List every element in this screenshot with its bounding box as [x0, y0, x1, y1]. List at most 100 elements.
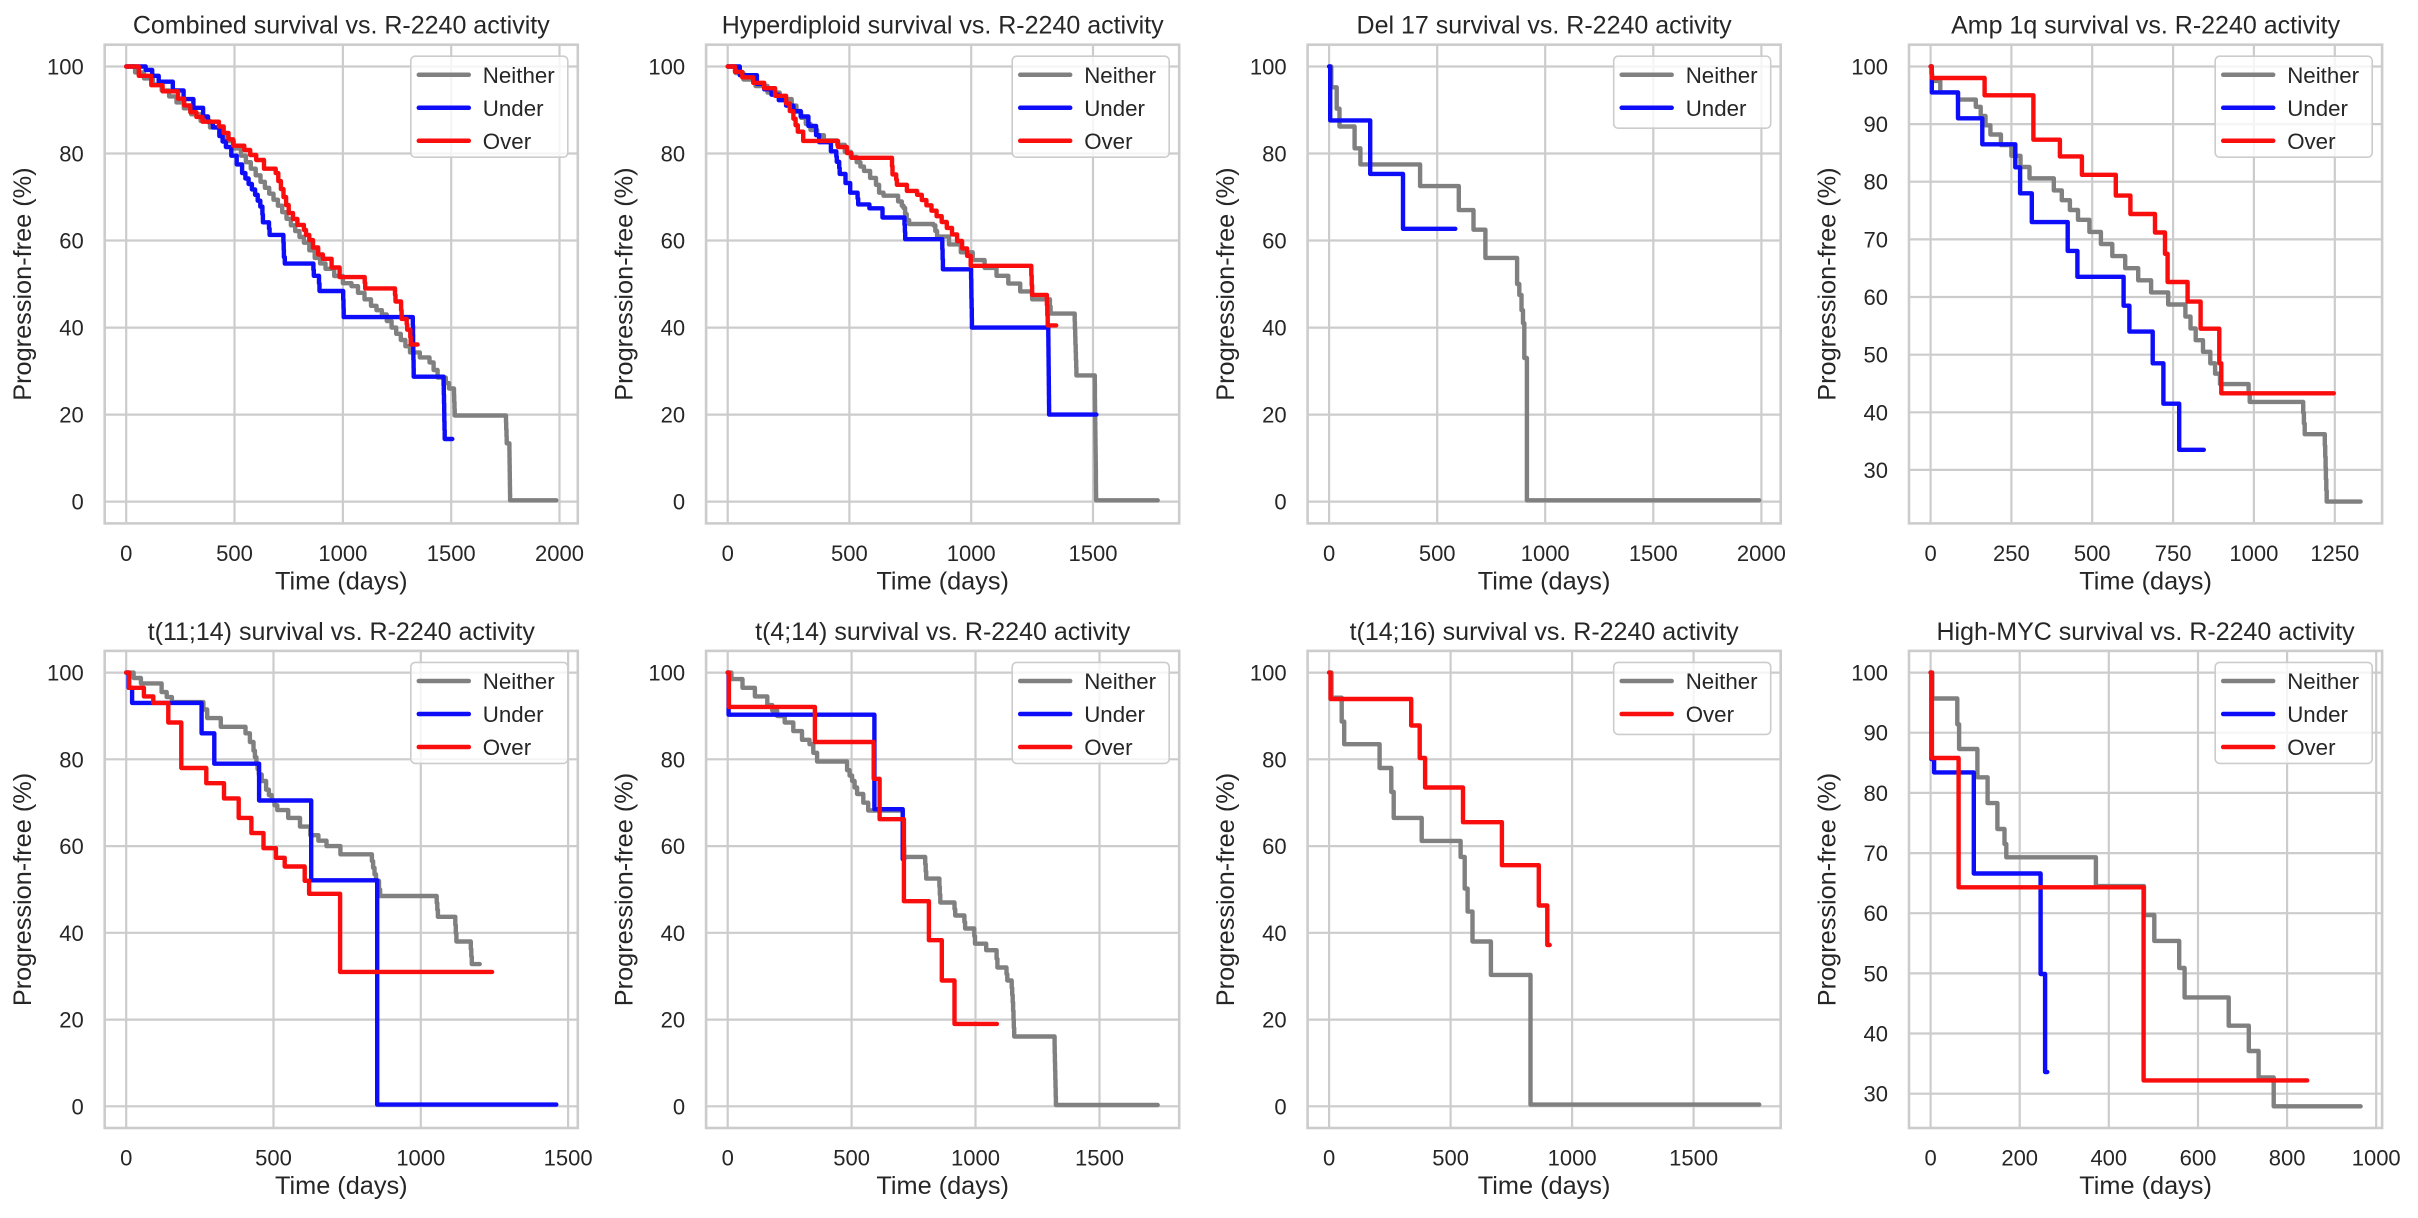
svg-text:50: 50	[1864, 343, 1888, 368]
svg-text:0: 0	[722, 1146, 734, 1171]
svg-text:Time (days): Time (days)	[1478, 567, 1611, 595]
svg-text:80: 80	[661, 142, 685, 167]
svg-text:1500: 1500	[427, 541, 476, 566]
svg-text:0: 0	[71, 490, 83, 515]
svg-text:Neither: Neither	[483, 63, 555, 88]
svg-text:40: 40	[1262, 316, 1286, 341]
svg-text:600: 600	[2180, 1146, 2217, 1171]
svg-text:60: 60	[1262, 229, 1286, 254]
svg-text:t(11;14) survival vs. R-2240 a: t(11;14) survival vs. R-2240 activity	[148, 618, 536, 646]
svg-text:750: 750	[2155, 541, 2192, 566]
svg-text:1500: 1500	[1629, 541, 1678, 566]
svg-text:Neither: Neither	[483, 669, 555, 694]
svg-text:30: 30	[1864, 1082, 1888, 1107]
svg-text:Hyperdiploid survival vs. R-22: Hyperdiploid survival vs. R-2240 activit…	[722, 12, 1164, 40]
svg-text:0: 0	[673, 1094, 685, 1119]
svg-text:Neither: Neither	[1084, 669, 1156, 694]
svg-text:Under: Under	[1084, 702, 1145, 727]
svg-text:40: 40	[1864, 1022, 1888, 1047]
svg-text:Neither: Neither	[2287, 669, 2359, 694]
svg-text:Under: Under	[483, 702, 544, 727]
svg-text:High-MYC survival vs. R-2240 a: High-MYC survival vs. R-2240 activity	[1937, 618, 2356, 646]
svg-text:Progression-free (%): Progression-free (%)	[1212, 167, 1240, 400]
svg-text:60: 60	[1864, 285, 1888, 310]
svg-text:1000: 1000	[396, 1146, 445, 1171]
svg-text:250: 250	[1993, 541, 2030, 566]
svg-text:60: 60	[1864, 901, 1888, 926]
svg-text:Under: Under	[483, 96, 544, 121]
svg-text:90: 90	[1864, 721, 1888, 746]
svg-text:Neither: Neither	[1686, 669, 1758, 694]
svg-text:0: 0	[120, 541, 132, 566]
svg-text:1000: 1000	[318, 541, 367, 566]
svg-text:0: 0	[1924, 1146, 1936, 1171]
svg-text:70: 70	[1864, 227, 1888, 252]
svg-text:Over: Over	[1084, 129, 1133, 154]
svg-text:20: 20	[59, 403, 83, 428]
svg-text:t(4;14) survival vs. R-2240 ac: t(4;14) survival vs. R-2240 activity	[755, 618, 1131, 646]
svg-text:Combined survival vs. R-2240 a: Combined survival vs. R-2240 activity	[133, 12, 550, 40]
svg-text:60: 60	[661, 229, 685, 254]
svg-text:80: 80	[1864, 170, 1888, 195]
svg-text:20: 20	[1262, 403, 1286, 428]
svg-text:1000: 1000	[951, 1146, 1000, 1171]
svg-text:Over: Over	[2287, 735, 2336, 760]
svg-text:1500: 1500	[1669, 1146, 1718, 1171]
svg-text:80: 80	[1262, 142, 1286, 167]
svg-text:0: 0	[1274, 490, 1286, 515]
svg-text:0: 0	[1274, 1094, 1286, 1119]
svg-text:100: 100	[47, 55, 84, 80]
svg-text:Progression-free (%): Progression-free (%)	[9, 167, 37, 400]
svg-text:0: 0	[722, 541, 734, 566]
svg-text:20: 20	[661, 403, 685, 428]
svg-text:Under: Under	[2287, 702, 2348, 727]
svg-text:80: 80	[1262, 747, 1286, 772]
svg-text:Over: Over	[2287, 129, 2336, 154]
svg-text:100: 100	[1250, 661, 1287, 686]
svg-text:1000: 1000	[1548, 1146, 1597, 1171]
svg-text:Under: Under	[2287, 96, 2348, 121]
svg-text:Progression-free (%): Progression-free (%)	[1212, 773, 1240, 1006]
svg-text:70: 70	[1864, 841, 1888, 866]
svg-text:Progression-free (%): Progression-free (%)	[9, 773, 37, 1006]
svg-text:0: 0	[120, 1146, 132, 1171]
svg-text:Time (days): Time (days)	[876, 1172, 1009, 1200]
svg-text:80: 80	[1864, 781, 1888, 806]
svg-text:0: 0	[1323, 541, 1335, 566]
svg-text:Under: Under	[1084, 96, 1145, 121]
svg-text:100: 100	[1851, 661, 1888, 686]
svg-text:20: 20	[661, 1008, 685, 1033]
svg-text:20: 20	[59, 1008, 83, 1033]
svg-text:40: 40	[59, 316, 83, 341]
svg-text:800: 800	[2269, 1146, 2306, 1171]
svg-text:Time (days): Time (days)	[2079, 567, 2212, 595]
svg-text:40: 40	[1864, 400, 1888, 425]
svg-text:500: 500	[216, 541, 253, 566]
svg-text:500: 500	[833, 1146, 870, 1171]
svg-text:Over: Over	[483, 129, 532, 154]
svg-text:Time (days): Time (days)	[275, 1172, 408, 1200]
svg-text:400: 400	[2090, 1146, 2127, 1171]
svg-text:40: 40	[661, 921, 685, 946]
svg-text:Time (days): Time (days)	[876, 567, 1009, 595]
svg-text:2000: 2000	[535, 541, 584, 566]
svg-text:0: 0	[1924, 541, 1936, 566]
svg-text:Time (days): Time (days)	[275, 567, 408, 595]
svg-text:100: 100	[1250, 55, 1287, 80]
svg-text:20: 20	[1262, 1008, 1286, 1033]
svg-text:500: 500	[2074, 541, 2111, 566]
svg-text:60: 60	[661, 834, 685, 859]
svg-text:500: 500	[831, 541, 868, 566]
svg-text:60: 60	[1262, 834, 1286, 859]
svg-text:80: 80	[661, 747, 685, 772]
svg-text:Progression-free (%): Progression-free (%)	[611, 167, 639, 400]
svg-text:1500: 1500	[1069, 541, 1118, 566]
svg-text:30: 30	[1864, 458, 1888, 483]
svg-text:0: 0	[71, 1094, 83, 1119]
svg-text:Neither: Neither	[2287, 63, 2359, 88]
svg-text:Del 17 survival vs. R-2240 act: Del 17 survival vs. R-2240 activity	[1357, 12, 1733, 40]
svg-text:60: 60	[59, 834, 83, 859]
svg-text:100: 100	[648, 661, 685, 686]
svg-text:1000: 1000	[1521, 541, 1570, 566]
svg-text:1000: 1000	[2229, 541, 2278, 566]
